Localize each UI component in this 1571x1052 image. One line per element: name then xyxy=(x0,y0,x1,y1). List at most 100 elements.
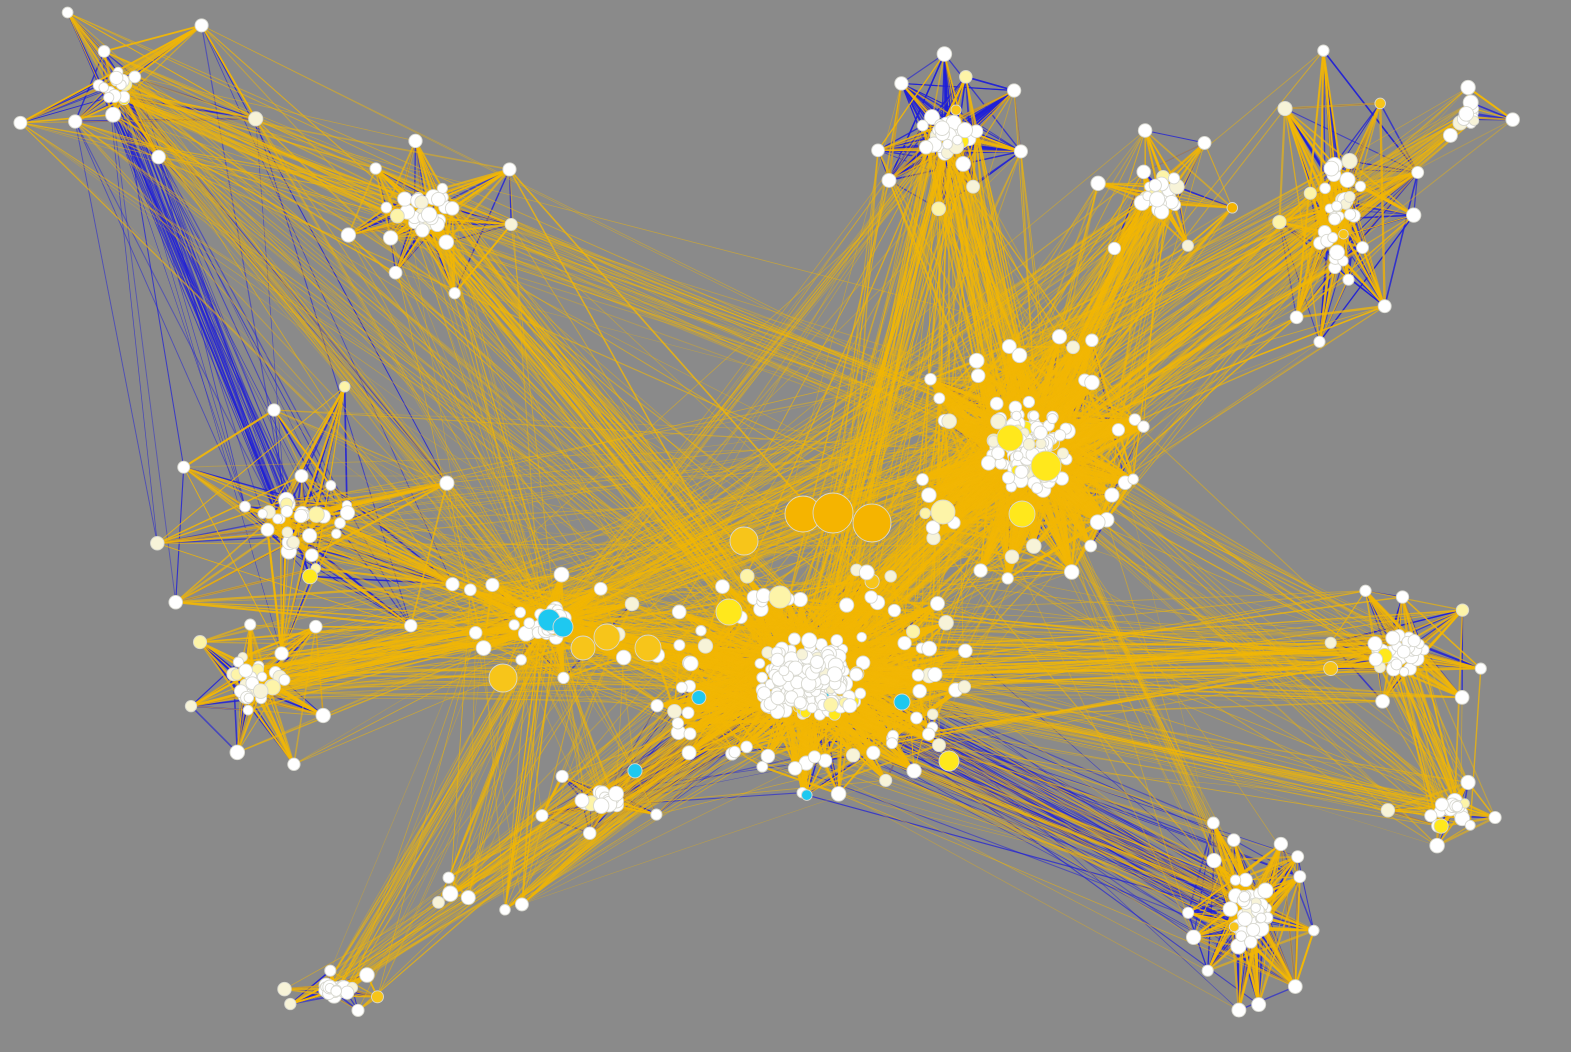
graph-node[interactable] xyxy=(924,109,940,126)
graph-node[interactable] xyxy=(1056,447,1069,460)
graph-node[interactable] xyxy=(109,70,124,85)
graph-node[interactable] xyxy=(248,111,264,127)
graph-node[interactable] xyxy=(936,46,953,62)
graph-node[interactable] xyxy=(508,619,520,631)
graph-node[interactable] xyxy=(485,577,500,592)
graph-node[interactable] xyxy=(739,568,755,584)
graph-node[interactable] xyxy=(1031,482,1043,494)
graph-node[interactable] xyxy=(371,990,384,1004)
graph-node[interactable] xyxy=(1046,413,1058,425)
graph-node[interactable] xyxy=(1231,1002,1247,1018)
graph-node[interactable] xyxy=(260,522,275,537)
graph-node[interactable] xyxy=(1085,333,1099,348)
graph-node[interactable] xyxy=(950,104,962,116)
graph-node[interactable] xyxy=(1229,874,1242,886)
graph-node[interactable] xyxy=(445,577,460,592)
graph-node[interactable] xyxy=(404,619,418,633)
graph-node[interactable] xyxy=(1237,911,1253,927)
graph-node[interactable] xyxy=(968,352,985,369)
graph-node[interactable] xyxy=(681,745,697,761)
graph-node-hub[interactable] xyxy=(634,634,662,662)
graph-node[interactable] xyxy=(1474,662,1487,675)
graph-node[interactable] xyxy=(1257,882,1274,899)
graph-node[interactable] xyxy=(257,508,268,519)
graph-node-hub[interactable] xyxy=(930,499,956,525)
graph-node[interactable] xyxy=(267,403,281,417)
graph-node[interactable] xyxy=(933,392,946,405)
graph-node[interactable] xyxy=(1367,636,1383,652)
graph-node[interactable] xyxy=(1127,473,1139,485)
graph-node[interactable] xyxy=(756,587,772,604)
graph-node[interactable] xyxy=(504,217,518,232)
graph-node[interactable] xyxy=(1090,175,1106,191)
graph-node-hub[interactable] xyxy=(938,750,960,772)
graph-node[interactable] xyxy=(1255,912,1267,924)
graph-node[interactable] xyxy=(274,646,289,661)
graph-node[interactable] xyxy=(1458,106,1475,122)
graph-node[interactable] xyxy=(302,528,318,544)
graph-node[interactable] xyxy=(1051,329,1068,345)
graph-node[interactable] xyxy=(1206,816,1220,830)
graph-node[interactable] xyxy=(244,618,257,631)
graph-node-highlight-cyan[interactable] xyxy=(893,693,911,711)
graph-node[interactable] xyxy=(695,625,707,637)
graph-node[interactable] xyxy=(286,535,300,549)
graph-node[interactable] xyxy=(515,654,527,666)
graph-node[interactable] xyxy=(415,223,430,238)
graph-node[interactable] xyxy=(239,500,251,513)
graph-node[interactable] xyxy=(150,536,165,551)
graph-node[interactable] xyxy=(697,638,714,654)
graph-node[interactable] xyxy=(1011,347,1028,364)
graph-node[interactable] xyxy=(380,201,393,214)
graph-node-hub[interactable] xyxy=(768,585,792,609)
graph-node-hub[interactable] xyxy=(1008,500,1036,528)
graph-node[interactable] xyxy=(1011,410,1022,422)
graph-node[interactable] xyxy=(887,603,902,618)
graph-node[interactable] xyxy=(408,133,423,149)
graph-node[interactable] xyxy=(1053,429,1067,442)
graph-node[interactable] xyxy=(756,671,768,684)
graph-node[interactable] xyxy=(919,507,931,520)
graph-node[interactable] xyxy=(842,698,858,714)
graph-node[interactable] xyxy=(351,1003,365,1017)
graph-node[interactable] xyxy=(1411,165,1425,179)
graph-node[interactable] xyxy=(740,740,753,754)
graph-node[interactable] xyxy=(252,683,269,699)
graph-node[interactable] xyxy=(681,706,695,720)
graph-node-hub[interactable] xyxy=(488,663,518,693)
graph-node[interactable] xyxy=(338,380,351,393)
graph-node[interactable] xyxy=(849,667,864,682)
graph-node[interactable] xyxy=(388,265,403,280)
graph-node[interactable] xyxy=(442,885,459,902)
graph-node[interactable] xyxy=(1339,171,1356,188)
graph-node[interactable] xyxy=(955,156,972,172)
graph-node[interactable] xyxy=(1273,836,1289,852)
graph-node[interactable] xyxy=(970,368,986,384)
graph-node[interactable] xyxy=(1181,239,1194,252)
graph-node[interactable] xyxy=(1004,549,1020,565)
graph-node[interactable] xyxy=(1460,79,1476,96)
graph-node[interactable] xyxy=(238,663,253,678)
graph-node[interactable] xyxy=(229,744,246,761)
graph-node[interactable] xyxy=(1137,123,1153,138)
graph-node[interactable] xyxy=(925,520,941,535)
graph-node[interactable] xyxy=(881,172,897,188)
graph-node[interactable] xyxy=(1066,340,1080,355)
graph-node[interactable] xyxy=(1454,690,1470,705)
graph-node[interactable] xyxy=(864,590,878,604)
graph-node[interactable] xyxy=(302,568,318,585)
graph-node[interactable] xyxy=(1380,803,1396,818)
graph-node[interactable] xyxy=(1368,652,1383,667)
graph-node[interactable] xyxy=(1128,413,1142,426)
graph-node[interactable] xyxy=(1277,100,1293,117)
graph-node[interactable] xyxy=(1022,438,1036,451)
graph-node[interactable] xyxy=(272,513,283,525)
graph-node[interactable] xyxy=(369,162,382,175)
graph-node[interactable] xyxy=(1341,152,1358,170)
graph-node[interactable] xyxy=(1324,636,1337,649)
graph-node[interactable] xyxy=(1013,144,1028,159)
graph-node[interactable] xyxy=(886,737,898,750)
graph-node[interactable] xyxy=(1313,335,1326,348)
graph-node[interactable] xyxy=(1289,310,1304,325)
